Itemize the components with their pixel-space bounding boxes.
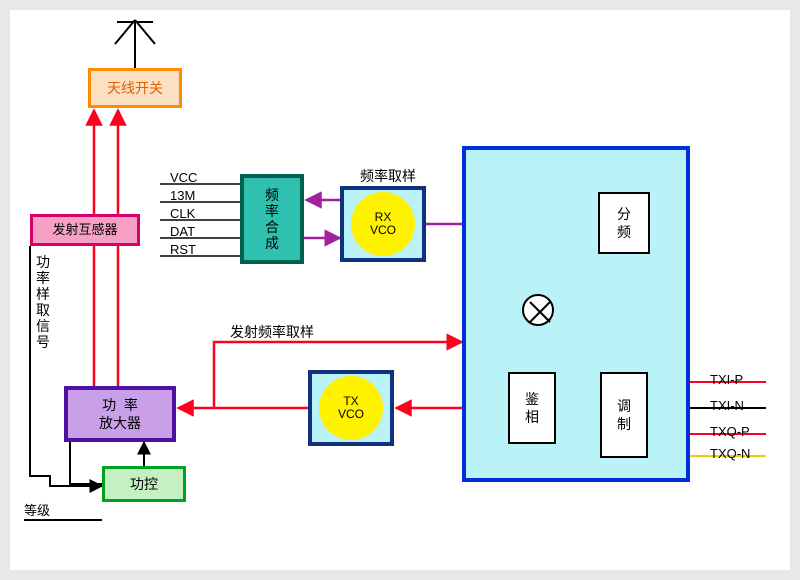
tx-freq-sample-label: 发射频率取样 bbox=[230, 322, 314, 342]
dat-label: DAT bbox=[170, 224, 195, 239]
tx-vco-block: TX VCO bbox=[308, 370, 394, 446]
power-amp-block: 功 率 放大器 bbox=[64, 386, 176, 442]
divider-label: 分 频 bbox=[617, 205, 631, 241]
txq-p-label: TXQ-P bbox=[710, 424, 750, 439]
synth-label: 频 率 合 成 bbox=[265, 187, 279, 251]
rst-label: RST bbox=[170, 242, 196, 257]
divider-block: 分 频 bbox=[598, 192, 650, 254]
tx-coil-label: 发射互感器 bbox=[52, 222, 117, 239]
level-label: 等级 bbox=[24, 500, 50, 519]
power-amp-label: 功 率 放大器 bbox=[99, 396, 141, 432]
processing-box bbox=[462, 146, 690, 482]
synth-block: 频 率 合 成 bbox=[240, 174, 304, 264]
phase-block: 鉴 相 bbox=[508, 372, 556, 444]
antenna-switch-label: 天线开关 bbox=[107, 79, 163, 97]
tx-vco-label: TX VCO bbox=[338, 395, 364, 421]
freq-sample-label: 频率取样 bbox=[360, 166, 416, 186]
tx-coil-block: 发射互感器 bbox=[30, 214, 140, 246]
txi-n-label: TXI-N bbox=[710, 398, 744, 413]
vcc-label: VCC bbox=[170, 170, 197, 185]
phase-label: 鉴 相 bbox=[525, 390, 539, 426]
power-sample-label: 功 率 样 取 信 号 bbox=[36, 254, 50, 351]
rx-vco-block: RX VCO bbox=[340, 186, 426, 262]
power-control-block: 功控 bbox=[102, 466, 186, 502]
m13-label: 13M bbox=[170, 188, 195, 203]
clk-label: CLK bbox=[170, 206, 195, 221]
txq-n-label: TXQ-N bbox=[710, 446, 750, 461]
antenna-switch-block: 天线开关 bbox=[88, 68, 182, 108]
mixer-block bbox=[522, 294, 554, 326]
mod-block: 调 制 bbox=[600, 372, 648, 458]
txi-p-label: TXI-P bbox=[710, 372, 743, 387]
power-control-label: 功控 bbox=[130, 475, 158, 493]
mod-label: 调 制 bbox=[617, 397, 631, 433]
rx-vco-label: RX VCO bbox=[370, 211, 396, 237]
